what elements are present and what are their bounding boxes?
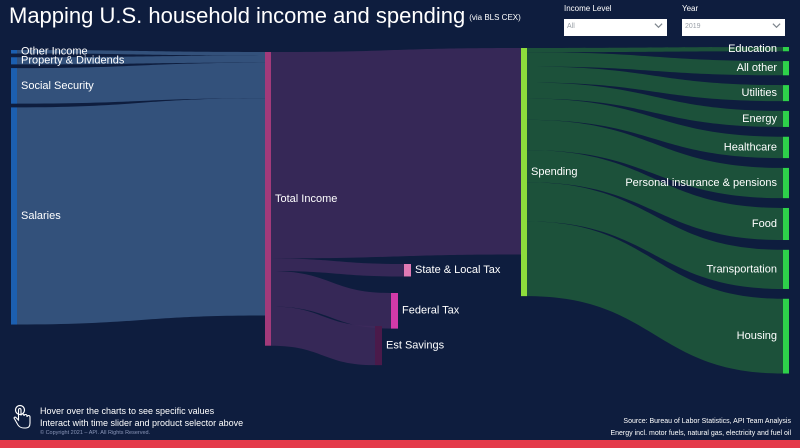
year-label: Year <box>682 4 699 13</box>
node-salaries[interactable] <box>11 107 17 325</box>
node-food[interactable] <box>783 207 789 241</box>
node-other-income[interactable] <box>11 50 17 54</box>
link-total_income-to-spending[interactable] <box>271 48 521 259</box>
link-total_income-to-state_local_tax[interactable] <box>271 258 404 277</box>
chevron-down-icon[interactable] <box>654 21 663 30</box>
link-total_income-to-est_savings[interactable] <box>271 306 375 366</box>
link-spending-to-all_other[interactable] <box>527 52 783 76</box>
hint-line-1: Hover over the charts to see specific va… <box>40 406 215 416</box>
link-spending-to-utilities[interactable] <box>527 66 783 102</box>
label-all-other: All other <box>737 62 778 74</box>
node-spending[interactable] <box>521 48 527 297</box>
year-select[interactable]: 2019 <box>682 19 785 36</box>
node-education[interactable] <box>783 47 789 52</box>
label-social-security: Social Security <box>21 80 94 92</box>
source-notes: Source: Bureau of Labor Statistics, API … <box>610 416 791 440</box>
label-transportation: Transportation <box>706 263 777 275</box>
hint-text: Hover over the charts to see specific va… <box>40 405 243 429</box>
accent-bar <box>0 440 800 448</box>
label-energy: Energy <box>742 113 777 125</box>
label-est-savings: Est Savings <box>386 339 445 351</box>
income-level-select[interactable]: All <box>564 19 667 36</box>
label-personal-insurance: Personal insurance & pensions <box>625 177 777 189</box>
node-federal-tax[interactable] <box>391 293 398 329</box>
hint-line-2: Interact with time slider and product se… <box>40 418 244 428</box>
label-education: Education <box>728 43 777 55</box>
income-level-label: Income Level <box>564 4 612 13</box>
node-energy[interactable] <box>783 110 789 127</box>
node-est-savings[interactable] <box>375 326 382 366</box>
link-spending-to-food[interactable] <box>527 150 783 241</box>
link-spending-to-housing[interactable] <box>527 221 783 374</box>
label-utilities: Utilities <box>742 87 778 99</box>
sankey-nodes <box>11 47 789 374</box>
source-text: Source: Bureau of Labor Statistics, API … <box>623 418 791 425</box>
node-utilities[interactable] <box>783 85 789 102</box>
label-healthcare: Healthcare <box>724 141 777 153</box>
node-housing[interactable] <box>783 298 789 374</box>
income-level-filter[interactable]: Income Level All <box>564 4 667 36</box>
interaction-hint: Hover over the charts to see specific va… <box>12 404 243 436</box>
link-other_income-to-total_income[interactable] <box>17 50 265 56</box>
node-healthcare[interactable] <box>783 136 789 159</box>
link-spending-to-transportation[interactable] <box>527 182 783 289</box>
label-housing: Housing <box>737 330 777 342</box>
label-state-local-tax: State & Local Tax <box>415 264 501 276</box>
label-spending: Spending <box>531 166 578 178</box>
node-social-security[interactable] <box>11 68 17 104</box>
label-federal-tax: Federal Tax <box>402 305 460 317</box>
label-food: Food <box>752 218 777 230</box>
link-total_income-to-federal_tax[interactable] <box>271 270 391 329</box>
chevron-down-icon[interactable] <box>772 21 781 30</box>
copyright: © Copyright 2021 – API. All Rights Reser… <box>40 430 151 436</box>
link-spending-to-personal_insurance[interactable] <box>527 119 783 199</box>
link-spending-to-healthcare[interactable] <box>527 98 783 159</box>
year-filter[interactable]: Year 2019 <box>682 4 785 36</box>
link-salaries-to-total_income[interactable] <box>17 98 265 325</box>
node-property[interactable] <box>11 57 17 65</box>
link-property-to-total_income[interactable] <box>17 55 265 65</box>
year-value: 2019 <box>685 23 701 30</box>
link-social_security-to-total_income[interactable] <box>17 62 265 104</box>
income-level-value: All <box>567 23 575 30</box>
node-total-income[interactable] <box>265 52 271 346</box>
node-state-local-tax[interactable] <box>404 264 411 277</box>
energy-note: Energy incl. motor fuels, natural gas, e… <box>610 430 791 437</box>
label-total-income: Total Income <box>275 193 337 205</box>
title-text: Mapping U.S. household income and spendi… <box>9 3 466 28</box>
sankey-links <box>17 47 783 374</box>
label-salaries: Salaries <box>21 210 61 222</box>
node-transportation[interactable] <box>783 249 789 289</box>
hand-pointer-icon <box>13 404 31 429</box>
page-title: Mapping U.S. household income and spendi… <box>9 3 521 29</box>
link-spending-to-education[interactable] <box>527 47 783 53</box>
label-property: Property & Dividends <box>21 55 125 67</box>
title-subtitle: (via BLS CEX) <box>469 13 521 22</box>
node-all-other[interactable] <box>783 61 789 76</box>
link-spending-to-energy[interactable] <box>527 82 783 127</box>
node-personal-insurance[interactable] <box>783 167 789 199</box>
label-other-income: Other Income <box>21 46 88 58</box>
